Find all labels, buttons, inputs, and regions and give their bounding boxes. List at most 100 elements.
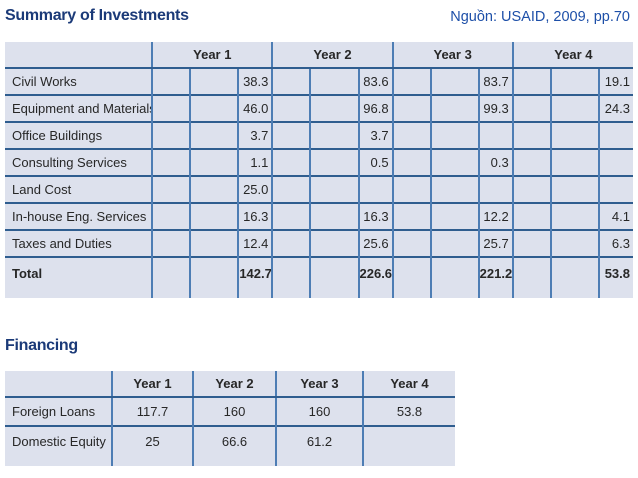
empty-cell [549,175,599,203]
value-year1: 117.7 [111,396,193,426]
total-year4: 53.8 [597,256,633,288]
empty-cell [151,94,191,122]
empty-cell [271,256,311,288]
empty-cell [271,121,311,149]
empty-cell [271,202,311,230]
financing-header-row: Year 1 Year 2 Year 3 Year 4 [5,371,455,398]
empty-cell [309,148,359,176]
value-year1: 46.0 [237,94,273,122]
empty-cell [271,229,311,257]
col-header-year1: Year 1 [151,42,273,69]
empty-cell [549,229,599,257]
row-label: Foreign Loans [5,396,112,426]
row-label: Consulting Services [5,148,153,176]
row-label: Total [5,256,153,288]
row-label: Office Buildings [5,121,153,149]
empty-cell [189,256,239,288]
value-year4 [597,175,633,203]
empty-cell [151,121,191,149]
empty-cell [429,67,479,95]
col-header-year3: Year 3 [275,371,363,398]
value-year4: 24.3 [597,94,633,122]
empty-cell [391,229,431,257]
financing-title: Financing [5,337,78,354]
empty-cell [151,175,191,203]
value-year1: 25.0 [237,175,273,203]
empty-cell [309,256,359,288]
col-header-year1: Year 1 [111,371,193,398]
empty-cell [309,175,359,203]
empty-cell [271,175,311,203]
value-year1: 16.3 [237,202,273,230]
empty-cell [511,229,551,257]
empty-cell [271,94,311,122]
empty-cell [429,202,479,230]
value-year1: 1.1 [237,148,273,176]
value-year2: 25.6 [357,229,393,257]
empty-cell [189,175,239,203]
empty-cell [511,67,551,95]
empty-cell [391,148,431,176]
empty-cell [271,148,311,176]
page-header: Summary of Investments Nguồn: USAID, 200… [5,6,632,42]
empty-cell [429,94,479,122]
value-year4 [597,121,633,149]
value-year3: 61.2 [275,425,363,455]
table-row-land-cost: Land Cost 25.0 [5,175,633,203]
empty-cell [429,148,479,176]
empty-cell [189,67,239,95]
empty-cell [511,148,551,176]
empty-cell [511,256,551,288]
empty-cell [429,256,479,288]
value-year3: 0.3 [477,148,513,176]
empty-cell [549,202,599,230]
empty-cell [511,175,551,203]
value-year2: 96.8 [357,94,393,122]
empty-cell [151,229,191,257]
value-year3 [477,121,513,149]
empty-cell [189,202,239,230]
table-row-office-buildings: Office Buildings 3.7 3.7 [5,121,633,149]
value-year2: 160 [192,396,276,426]
table-row-inhouse-eng: In-house Eng. Services 16.3 16.3 12.2 4.… [5,202,633,230]
empty-cell [309,229,359,257]
table-row-taxes-duties: Taxes and Duties 12.4 25.6 25.7 6.3 [5,229,633,257]
table-footer-padding [5,288,633,298]
value-year2: 3.7 [357,121,393,149]
document-page: Summary of Investments Nguồn: USAID, 200… [5,6,633,466]
total-year1: 142.7 [237,256,273,288]
table-footer-padding [5,455,455,466]
value-year3 [477,175,513,203]
empty-header-cell [5,371,112,398]
empty-cell [309,67,359,95]
value-year4: 6.3 [597,229,633,257]
empty-cell [511,94,551,122]
empty-cell [549,256,599,288]
empty-cell [549,94,599,122]
row-label: Civil Works [5,67,153,95]
table-row-equipment: Equipment and Materials 46.0 96.8 99.3 2… [5,94,633,122]
empty-cell [151,148,191,176]
col-header-year4: Year 4 [511,42,633,69]
empty-cell [391,94,431,122]
value-year3: 83.7 [477,67,513,95]
empty-cell [309,121,359,149]
table-row-consulting: Consulting Services 1.1 0.5 0.3 [5,148,633,176]
row-label: Domestic Equity [5,425,112,455]
row-label: In-house Eng. Services [5,202,153,230]
value-year4: 53.8 [362,396,455,426]
empty-cell [429,175,479,203]
col-header-year2: Year 2 [271,42,393,69]
table-row-total: Total 142.7 226.6 221.2 53.8 [5,256,633,288]
empty-cell [549,148,599,176]
empty-cell [511,121,551,149]
value-year1: 12.4 [237,229,273,257]
value-year3: 160 [275,396,363,426]
empty-header-cell [5,42,153,69]
col-header-year3: Year 3 [391,42,513,69]
empty-cell [391,256,431,288]
table-row-foreign-loans: Foreign Loans 117.7 160 160 53.8 [5,396,455,426]
value-year3: 99.3 [477,94,513,122]
empty-cell [151,202,191,230]
table-row-domestic-equity: Domestic Equity 25 66.6 61.2 [5,425,455,455]
